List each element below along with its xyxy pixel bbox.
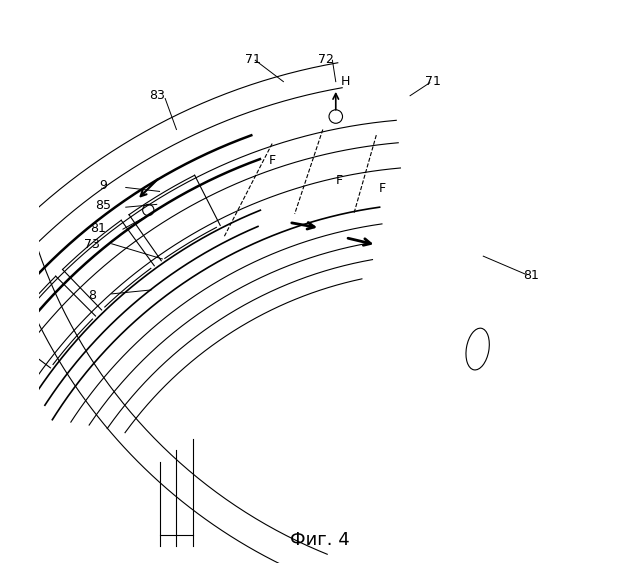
Text: F: F [269, 154, 276, 167]
Text: F: F [336, 173, 343, 187]
Text: 8: 8 [88, 289, 96, 302]
Text: 9: 9 [99, 179, 107, 193]
Text: F: F [378, 182, 385, 195]
Text: 83: 83 [148, 89, 164, 102]
Text: 73: 73 [84, 238, 100, 252]
Text: 81: 81 [90, 221, 106, 235]
Text: Фиг. 4: Фиг. 4 [290, 531, 350, 549]
Text: 71: 71 [425, 75, 440, 88]
Text: 71: 71 [244, 52, 260, 66]
Text: 85: 85 [95, 199, 111, 212]
Text: 81: 81 [523, 269, 539, 283]
Text: 72: 72 [317, 52, 333, 66]
Text: H: H [340, 75, 350, 88]
